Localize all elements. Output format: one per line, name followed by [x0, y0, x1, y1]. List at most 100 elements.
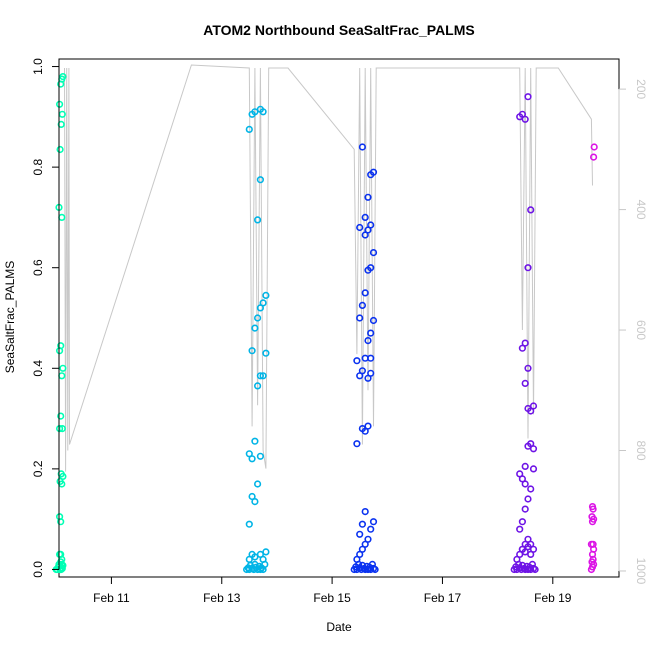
- y-axis-label: SeaSaltFrac_PALMS: [3, 261, 17, 374]
- y-tick-label: 1.0: [31, 58, 45, 75]
- data-point: [364, 374, 372, 382]
- data-point: [367, 329, 375, 337]
- data-point: [364, 337, 372, 345]
- data-point: [58, 372, 66, 380]
- data-point: [369, 249, 378, 257]
- data-point: [367, 221, 375, 229]
- data-point: [516, 525, 524, 533]
- data-point: [527, 550, 535, 559]
- data-point: [361, 289, 369, 297]
- y-tick-label: 0.6: [31, 259, 45, 276]
- data-point: [55, 425, 64, 433]
- data-point: [364, 422, 372, 430]
- y2-tick-label: 400: [634, 200, 648, 220]
- data-point: [527, 440, 535, 448]
- data-point: [531, 565, 539, 574]
- data-point: [353, 357, 361, 365]
- data-point: [57, 412, 65, 420]
- data-point: [364, 193, 372, 201]
- data-point: [358, 367, 367, 375]
- data-point: [251, 553, 259, 561]
- data-point: [369, 518, 378, 526]
- data-point: [245, 450, 253, 458]
- data-point: [524, 495, 532, 503]
- data-point: [356, 530, 364, 538]
- data-point: [524, 543, 532, 551]
- x-tick-label: Feb 17: [424, 591, 462, 605]
- data-point: [589, 540, 597, 548]
- data-point: [588, 503, 597, 511]
- data-point: [254, 314, 262, 322]
- data-point: [259, 108, 267, 116]
- data-point: [245, 520, 253, 528]
- data-point: [248, 347, 256, 355]
- data-point: [262, 548, 270, 556]
- data-point: [521, 505, 529, 513]
- x-tick-label: Feb 19: [534, 591, 572, 605]
- data-point: [529, 465, 538, 473]
- data-point: [367, 264, 375, 272]
- data-point: [254, 382, 262, 390]
- data-point: [529, 545, 538, 553]
- data-point: [251, 498, 259, 506]
- data-point: [59, 364, 67, 372]
- data-point: [524, 264, 532, 272]
- chart-title: ATOM2 Northbound SeaSaltFrac_PALMS: [203, 22, 474, 38]
- data-point: [358, 520, 367, 528]
- data-point: [361, 427, 369, 435]
- data-point: [251, 108, 259, 116]
- data-point: [356, 223, 364, 232]
- data-point: [251, 324, 259, 332]
- data-point: [529, 402, 538, 410]
- plot-frame: [58, 58, 620, 578]
- data-point: [256, 452, 265, 460]
- data-point: [364, 535, 372, 543]
- data-point: [59, 72, 67, 81]
- data-point: [56, 145, 64, 154]
- y2-tick-label: 600: [634, 320, 648, 340]
- y2-tick-label: 800: [634, 440, 648, 460]
- data-point: [521, 115, 529, 123]
- data-point: [521, 480, 529, 488]
- data-point: [367, 354, 375, 362]
- data-point: [259, 372, 267, 380]
- data-point: [256, 176, 265, 184]
- data-point: [524, 364, 532, 372]
- profile-line: [64, 64, 593, 472]
- data-point: [590, 143, 598, 151]
- y2-tick-label: 200: [634, 79, 648, 99]
- data-point: [371, 565, 379, 574]
- data-point: [57, 518, 65, 526]
- data-points-layer: [52, 72, 598, 574]
- data-point: [262, 291, 270, 300]
- data-point: [251, 437, 259, 445]
- y-tick-label: 0.8: [31, 158, 45, 175]
- x-axis-label: Date: [326, 620, 352, 634]
- data-point: [358, 301, 367, 310]
- data-point: [521, 379, 529, 388]
- data-point: [521, 548, 529, 556]
- y-tick-label: 0.2: [31, 460, 45, 477]
- y-tick-label: 0.4: [31, 360, 45, 377]
- data-point: [529, 445, 538, 453]
- data-point: [588, 513, 596, 521]
- data-point: [527, 206, 535, 214]
- data-point: [361, 213, 369, 221]
- data-point: [254, 480, 262, 488]
- data-point: [518, 344, 527, 352]
- data-point: [259, 299, 267, 307]
- data-point: [256, 372, 265, 380]
- data-point: [358, 143, 367, 151]
- data-point: [369, 316, 378, 325]
- x-tick-label: Feb 13: [203, 591, 241, 605]
- data-point: [589, 153, 598, 161]
- data-point: [57, 470, 65, 478]
- data-point: [262, 349, 270, 357]
- y-axis: 0.0 0.2 0.4 0.6 0.8 1.0: [31, 58, 60, 578]
- data-point: [521, 339, 529, 347]
- data-point: [248, 492, 256, 501]
- x-axis: Feb 11 Feb 13 Feb 15 Feb 17 Feb 19: [93, 576, 572, 605]
- data-point: [58, 213, 66, 221]
- data-point: [518, 518, 527, 526]
